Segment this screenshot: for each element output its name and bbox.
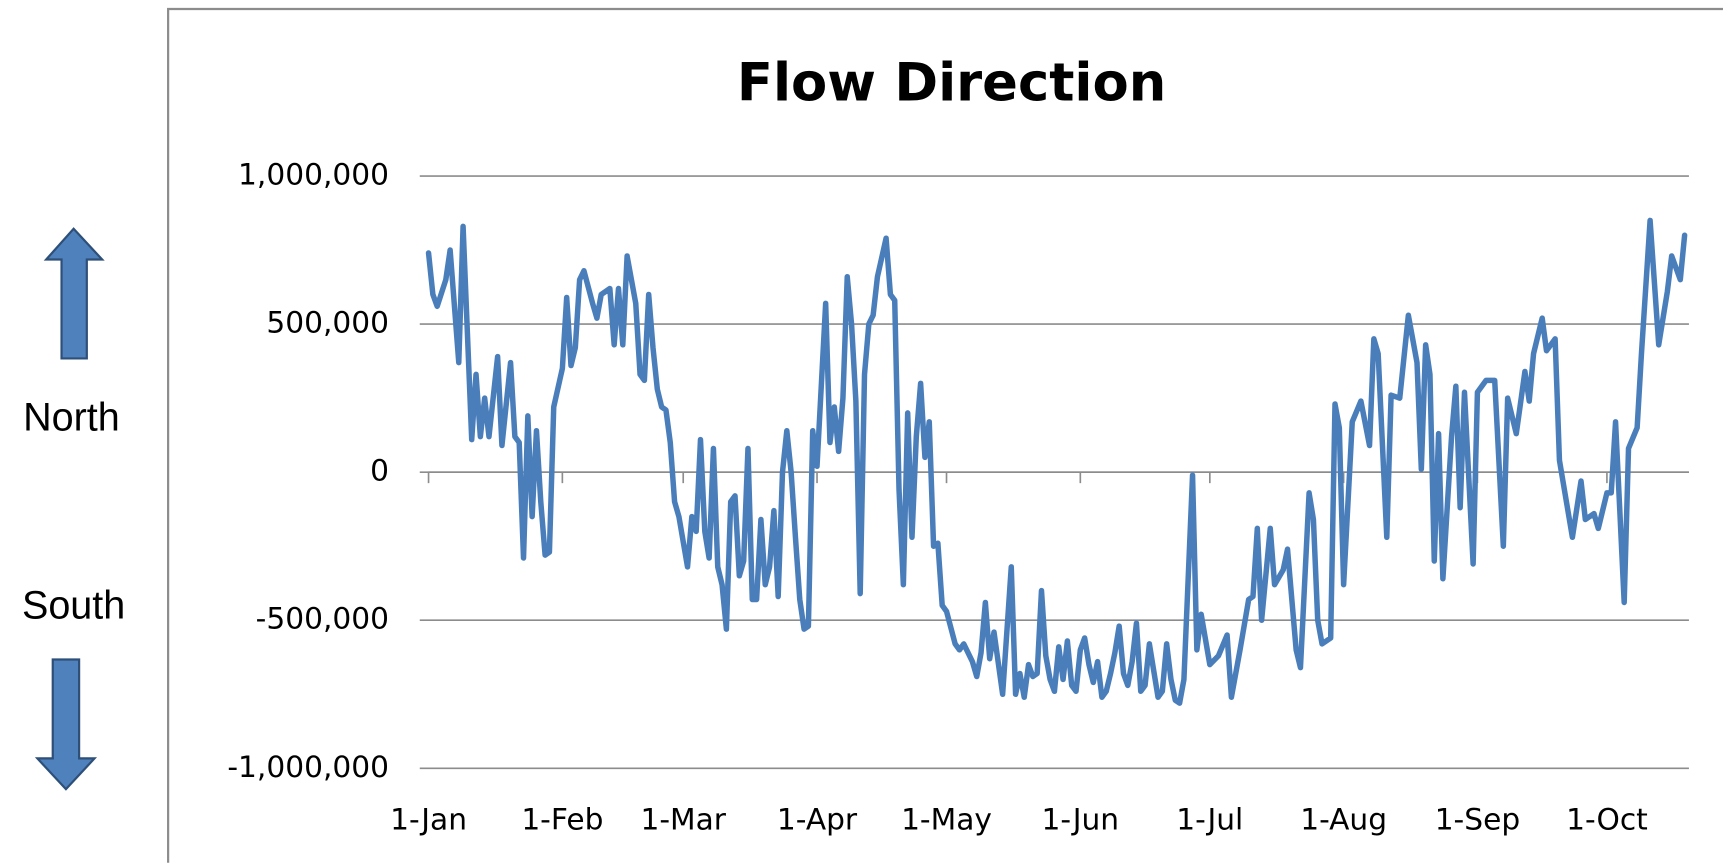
y-tick-label: -500,000 <box>256 601 389 636</box>
chart-title: Flow Direction <box>737 53 1166 114</box>
x-tick-label: 1-Aug <box>1300 802 1387 837</box>
x-tick-label: 1-Mar <box>640 802 726 837</box>
x-tick-label: 1-Oct <box>1566 802 1648 837</box>
x-tick-label: 1-Apr <box>777 802 858 837</box>
y-tick-label: 0 <box>370 453 389 488</box>
north-arrow <box>43 227 105 360</box>
x-tick-label: 1-Jun <box>1042 802 1120 837</box>
south-arrow <box>34 658 98 791</box>
x-tick-label: 1-Feb <box>521 802 603 837</box>
x-tick-label: 1-May <box>901 802 992 837</box>
y-tick-label: 500,000 <box>266 305 389 340</box>
north-label: North <box>23 395 120 439</box>
x-tick-label: 1-Jul <box>1176 802 1243 837</box>
x-tick-label: 1-Jan <box>390 802 467 837</box>
data-line <box>425 217 1688 706</box>
chart-frame <box>167 7 1723 863</box>
south-label: South <box>22 583 125 627</box>
y-tick-label: 1,000,000 <box>238 157 389 192</box>
y-tick-label: -1,000,000 <box>227 749 389 784</box>
x-tick-label: 1-Sep <box>1435 802 1520 837</box>
